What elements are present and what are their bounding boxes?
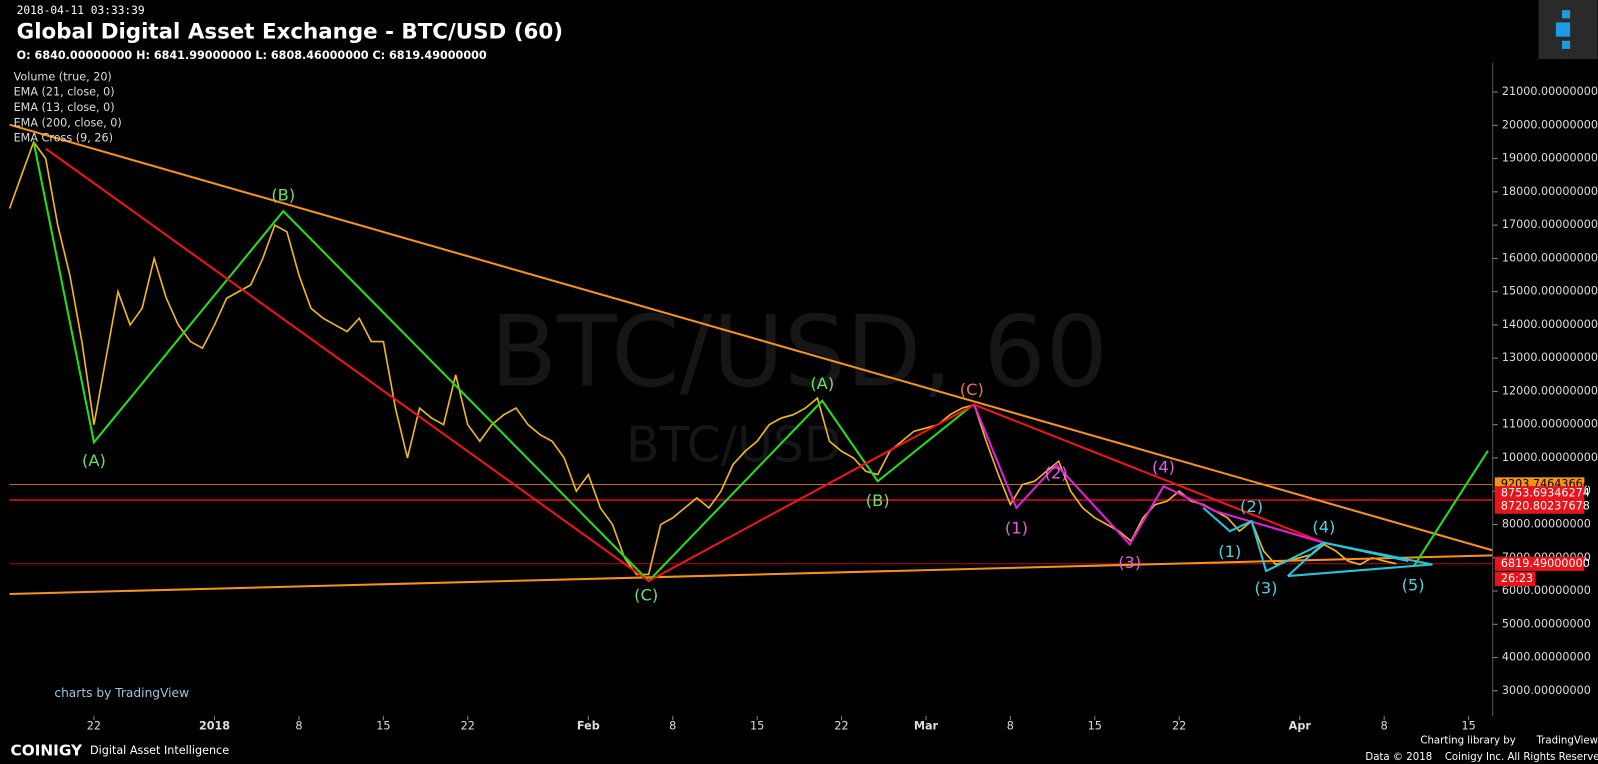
- x-tick-label: 22: [834, 719, 848, 732]
- wave-label: (C): [960, 380, 984, 399]
- price-tag: [1494, 499, 1585, 514]
- wave-label: (4): [1312, 517, 1335, 536]
- trend-line: [973, 404, 1325, 547]
- x-tick-label: 15: [1088, 719, 1102, 732]
- brand: COINIGY: [11, 741, 84, 759]
- price-tag-label: 6819.49000000: [1501, 557, 1590, 570]
- price-tag: [1494, 486, 1585, 501]
- y-tick-label: 21000.00000000: [1502, 85, 1598, 98]
- footer-band: [0, 716, 1598, 764]
- countdown-tag: [1494, 571, 1536, 587]
- x-tick-label: 22: [461, 719, 475, 732]
- trend-line: [9, 123, 1493, 552]
- indicator-label: EMA Cross (9, 26): [14, 132, 113, 145]
- y-tick-label: 20000.00000000: [1502, 118, 1598, 131]
- x-tick-label: Apr: [1289, 719, 1312, 732]
- trend-line: [1413, 450, 1489, 566]
- charts-by: charts by TradingView: [54, 686, 189, 700]
- y-tick-label: 5000.00000000: [1502, 617, 1591, 630]
- wave-label: (4): [1152, 457, 1175, 476]
- y-tick-label: 15000.00000000: [1502, 285, 1598, 298]
- y-tick-label: 12000.00000000: [1502, 384, 1598, 397]
- x-tick-label: Feb: [577, 719, 600, 732]
- timestamp: 2018-04-11 03:33:39: [17, 4, 145, 17]
- wave-label: (3): [1118, 553, 1141, 572]
- x-tick-label: 15: [1461, 719, 1475, 732]
- x-tick-label: 22: [87, 719, 101, 732]
- x-tick-label: 2018: [199, 719, 230, 732]
- rights: Coinigy Inc. All Rights Reserved.: [1445, 752, 1598, 763]
- wave-label: (A): [810, 374, 834, 393]
- y-tick-label: 19000.00000000: [1502, 152, 1598, 165]
- wave-label: (B): [271, 185, 295, 204]
- price-tag-label: 8753.69346274: [1501, 486, 1590, 499]
- trend-line: [45, 147, 1325, 583]
- indicator-label: EMA (21, close, 0): [14, 86, 115, 99]
- data-copy: Data © 2018: [1365, 752, 1432, 763]
- watermark: BTC/USD, 60: [490, 295, 1108, 409]
- y-tick-label: 4000.00000000: [1502, 651, 1591, 664]
- wave-label: (A): [82, 451, 106, 470]
- y-tick-label: 18000.00000000: [1502, 185, 1598, 198]
- tradingview: TradingView: [1536, 736, 1598, 747]
- x-tick-label: 22: [1172, 719, 1186, 732]
- plot: (A) (B) (C) (A) (B) (C) (1) (2) (3) (4) (1) (2) (3) (…: [8, 123, 1493, 605]
- indicator-label: EMA (200, close, 0): [14, 116, 122, 129]
- y-tick-label: 10000.00000000: [1502, 451, 1598, 464]
- y-tick-label: 13000.00000000: [1502, 351, 1598, 364]
- wave-label: (5): [1402, 576, 1425, 595]
- x-tick-label: 8: [1007, 719, 1014, 732]
- x-tick-label: 15: [750, 719, 764, 732]
- wave-label: (2): [1240, 497, 1263, 516]
- y-tick-label: 16000.00000000: [1502, 251, 1598, 264]
- watermark-sub: BTC/USD: [626, 417, 842, 474]
- wave-label: (3): [1254, 579, 1277, 598]
- indicator-label: Volume (true, 20): [14, 70, 112, 83]
- price-line-series: [8, 140, 1397, 576]
- price-tag: [1494, 556, 1585, 571]
- x-tick-label: Mar: [914, 719, 939, 732]
- trend-line: [1287, 541, 1433, 578]
- wave-label: (2): [1045, 463, 1068, 482]
- y-tick-label: 14000.00000000: [1502, 318, 1598, 331]
- tagline: Digital Asset Intelligence: [90, 744, 229, 757]
- x-tick-label: 8: [295, 719, 302, 732]
- y-tick-label: 3000.00000000: [1502, 684, 1591, 697]
- charting-library: Charting library by: [1420, 736, 1515, 747]
- y-tick-label: 8000.00000000: [1502, 517, 1591, 530]
- y-tick-label: 11000.00000000: [1502, 418, 1598, 431]
- x-tick-label: 8: [1381, 719, 1388, 732]
- indicator-label: EMA (13, close, 0): [14, 101, 115, 114]
- wave-label: (1): [1218, 542, 1241, 561]
- countdown: 26:23: [1501, 572, 1533, 585]
- wave-label: (1): [1005, 518, 1028, 537]
- x-tick-label: 8: [669, 719, 676, 732]
- wave-label: (B): [866, 491, 890, 510]
- y-tick-label: 17000.00000000: [1502, 218, 1598, 231]
- logo: [1555, 10, 1571, 49]
- price-tag-label: 8720.80237678: [1501, 500, 1590, 513]
- y-tick-label: 6000.00000000: [1502, 584, 1591, 597]
- trend-line: [9, 554, 1493, 596]
- title: Global Digital Asset Exchange - BTC/USD …: [17, 20, 563, 45]
- ohlc: O: 6840.00000000 H: 6841.99000000 L: 680…: [17, 49, 487, 62]
- x-tick-label: 15: [376, 719, 390, 732]
- wave-label: (C): [634, 586, 658, 605]
